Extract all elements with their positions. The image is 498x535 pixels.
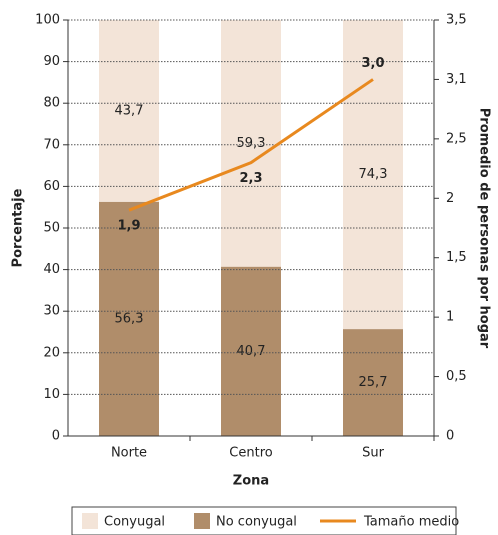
bar-segment [221, 266, 281, 436]
legend-label: Tamaño medio [363, 515, 459, 530]
line-label: 3,0 [361, 56, 384, 71]
y2-axis-label: Promedio de personas por hogar [477, 108, 492, 349]
line [128, 78, 374, 212]
data-label: 43,7 [115, 103, 144, 118]
y2-tick-label: 3,5 [446, 13, 467, 28]
y2-tick-label: 0 [446, 429, 454, 444]
y-tick-label: 40 [43, 262, 60, 277]
bar-segment [99, 20, 159, 202]
data-label: 74,3 [359, 167, 388, 182]
x-tick-label: Norte [111, 446, 147, 461]
x-axis-label: Zona [233, 474, 269, 489]
line-label: 1,9 [117, 219, 140, 234]
x-tick-label: Centro [229, 446, 272, 461]
data-label: 40,7 [237, 344, 266, 359]
legend-swatch [82, 513, 98, 529]
bar-segment [343, 20, 403, 330]
y2-tick-label: 2 [446, 191, 454, 206]
y-tick-label: 70 [43, 137, 60, 152]
data-label: 56,3 [115, 311, 144, 326]
y2-tick-label: 3,1 [446, 72, 467, 87]
x-tick-label: Sur [362, 446, 384, 461]
bar-segment [99, 201, 159, 436]
y2-tick-label: 2,5 [446, 131, 467, 146]
y2-tick-label: 1 [446, 310, 454, 325]
line-label: 2,3 [239, 171, 262, 186]
legend-box [71, 506, 457, 535]
y-tick-label: 30 [43, 304, 60, 319]
y2-tick-label: 1,5 [446, 250, 467, 265]
bar-segment [343, 329, 403, 436]
y-tick-label: 100 [35, 13, 60, 28]
y-tick-label: 10 [43, 387, 60, 402]
y-tick-label: 50 [43, 221, 60, 236]
y-tick-label: 60 [43, 179, 60, 194]
y2-tick-label: 0,5 [446, 369, 467, 384]
y-tick-label: 80 [43, 96, 60, 111]
y-axis-label: Porcentaje [11, 188, 26, 267]
legend-swatch [194, 513, 210, 529]
y-tick-label: 20 [43, 345, 60, 360]
data-label: 59,3 [237, 136, 266, 151]
legend-label: No conyugal [216, 515, 297, 530]
data-label: 25,7 [359, 375, 388, 390]
y-tick-label: 0 [52, 429, 60, 444]
y-tick-label: 90 [43, 54, 60, 69]
legend-label: Conyugal [104, 515, 165, 530]
